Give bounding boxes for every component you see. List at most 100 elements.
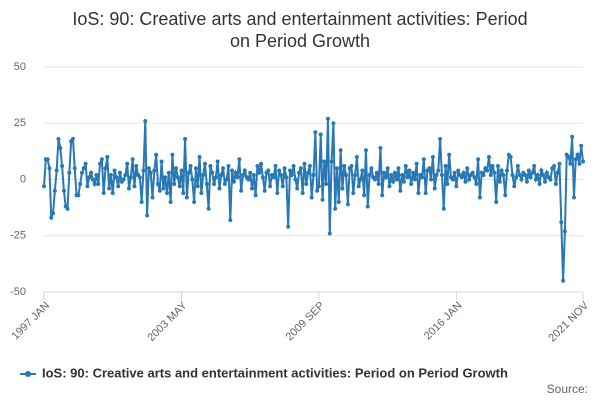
point bbox=[155, 182, 160, 186]
point bbox=[92, 182, 97, 186]
point bbox=[354, 155, 359, 159]
point bbox=[132, 184, 137, 189]
point bbox=[87, 175, 92, 180]
point bbox=[472, 175, 477, 180]
point bbox=[206, 206, 211, 211]
point bbox=[101, 191, 106, 195]
point bbox=[398, 188, 403, 193]
point bbox=[284, 175, 289, 180]
point bbox=[76, 193, 81, 198]
point bbox=[114, 175, 119, 180]
point bbox=[275, 191, 280, 195]
point bbox=[570, 134, 575, 139]
point bbox=[282, 166, 287, 171]
point bbox=[99, 157, 104, 162]
point bbox=[429, 177, 434, 182]
point bbox=[85, 184, 90, 189]
point bbox=[186, 170, 191, 175]
point bbox=[340, 186, 345, 191]
point bbox=[146, 166, 151, 171]
point bbox=[430, 155, 435, 159]
x-tick-label: 2021 NOV bbox=[546, 299, 591, 344]
point bbox=[505, 168, 510, 173]
point bbox=[477, 195, 482, 200]
point bbox=[217, 186, 222, 191]
point bbox=[438, 137, 443, 141]
point bbox=[401, 179, 406, 184]
point bbox=[414, 161, 419, 166]
point bbox=[150, 195, 155, 200]
point bbox=[273, 164, 278, 168]
point bbox=[392, 170, 397, 175]
point bbox=[443, 164, 448, 168]
point bbox=[65, 206, 70, 211]
point bbox=[387, 184, 392, 189]
point bbox=[501, 173, 506, 177]
point bbox=[358, 177, 363, 182]
point bbox=[228, 218, 233, 222]
point bbox=[72, 166, 77, 171]
point bbox=[210, 170, 215, 175]
point bbox=[293, 177, 298, 182]
point bbox=[81, 166, 86, 171]
point bbox=[465, 166, 470, 171]
x-tick-label: 2016 JAN bbox=[422, 300, 465, 343]
point bbox=[566, 155, 571, 159]
legend-label: IoS: 90: Creative arts and entertainment… bbox=[42, 365, 508, 380]
point bbox=[291, 164, 296, 168]
point bbox=[45, 157, 50, 162]
point bbox=[112, 168, 117, 173]
point bbox=[298, 166, 303, 171]
point bbox=[78, 182, 83, 186]
point bbox=[79, 170, 84, 175]
point bbox=[407, 168, 412, 173]
point bbox=[163, 175, 168, 180]
point bbox=[481, 173, 486, 177]
point bbox=[215, 159, 220, 164]
point bbox=[410, 170, 415, 175]
point bbox=[459, 175, 464, 180]
point bbox=[286, 224, 291, 229]
point bbox=[495, 164, 500, 168]
point bbox=[488, 173, 493, 177]
point bbox=[304, 182, 309, 186]
point bbox=[42, 184, 46, 189]
point bbox=[148, 170, 153, 175]
point bbox=[423, 191, 428, 195]
point bbox=[532, 164, 537, 168]
point bbox=[552, 164, 557, 168]
point bbox=[420, 175, 425, 180]
point bbox=[54, 168, 59, 173]
source: Source: bbox=[547, 382, 588, 396]
point bbox=[117, 170, 122, 175]
point bbox=[541, 173, 546, 177]
point bbox=[573, 157, 578, 162]
point bbox=[450, 177, 455, 182]
point bbox=[571, 195, 576, 200]
point bbox=[250, 186, 255, 191]
point bbox=[130, 157, 135, 162]
point bbox=[134, 164, 139, 168]
point bbox=[96, 182, 101, 186]
point bbox=[336, 200, 341, 204]
point bbox=[553, 182, 558, 186]
point bbox=[116, 184, 121, 189]
point bbox=[110, 191, 115, 195]
point bbox=[353, 173, 358, 177]
chart-title: IoS: 90: Creative arts and entertainment… bbox=[72, 9, 527, 51]
point bbox=[240, 173, 245, 177]
point bbox=[485, 168, 490, 173]
point bbox=[510, 173, 515, 177]
point bbox=[108, 173, 113, 177]
point bbox=[224, 177, 229, 182]
point bbox=[89, 170, 94, 175]
point bbox=[268, 184, 273, 189]
point bbox=[212, 182, 217, 186]
point bbox=[405, 175, 410, 180]
point bbox=[233, 170, 238, 175]
point bbox=[166, 170, 171, 175]
point bbox=[333, 206, 338, 211]
point bbox=[61, 188, 66, 193]
point bbox=[157, 188, 162, 193]
